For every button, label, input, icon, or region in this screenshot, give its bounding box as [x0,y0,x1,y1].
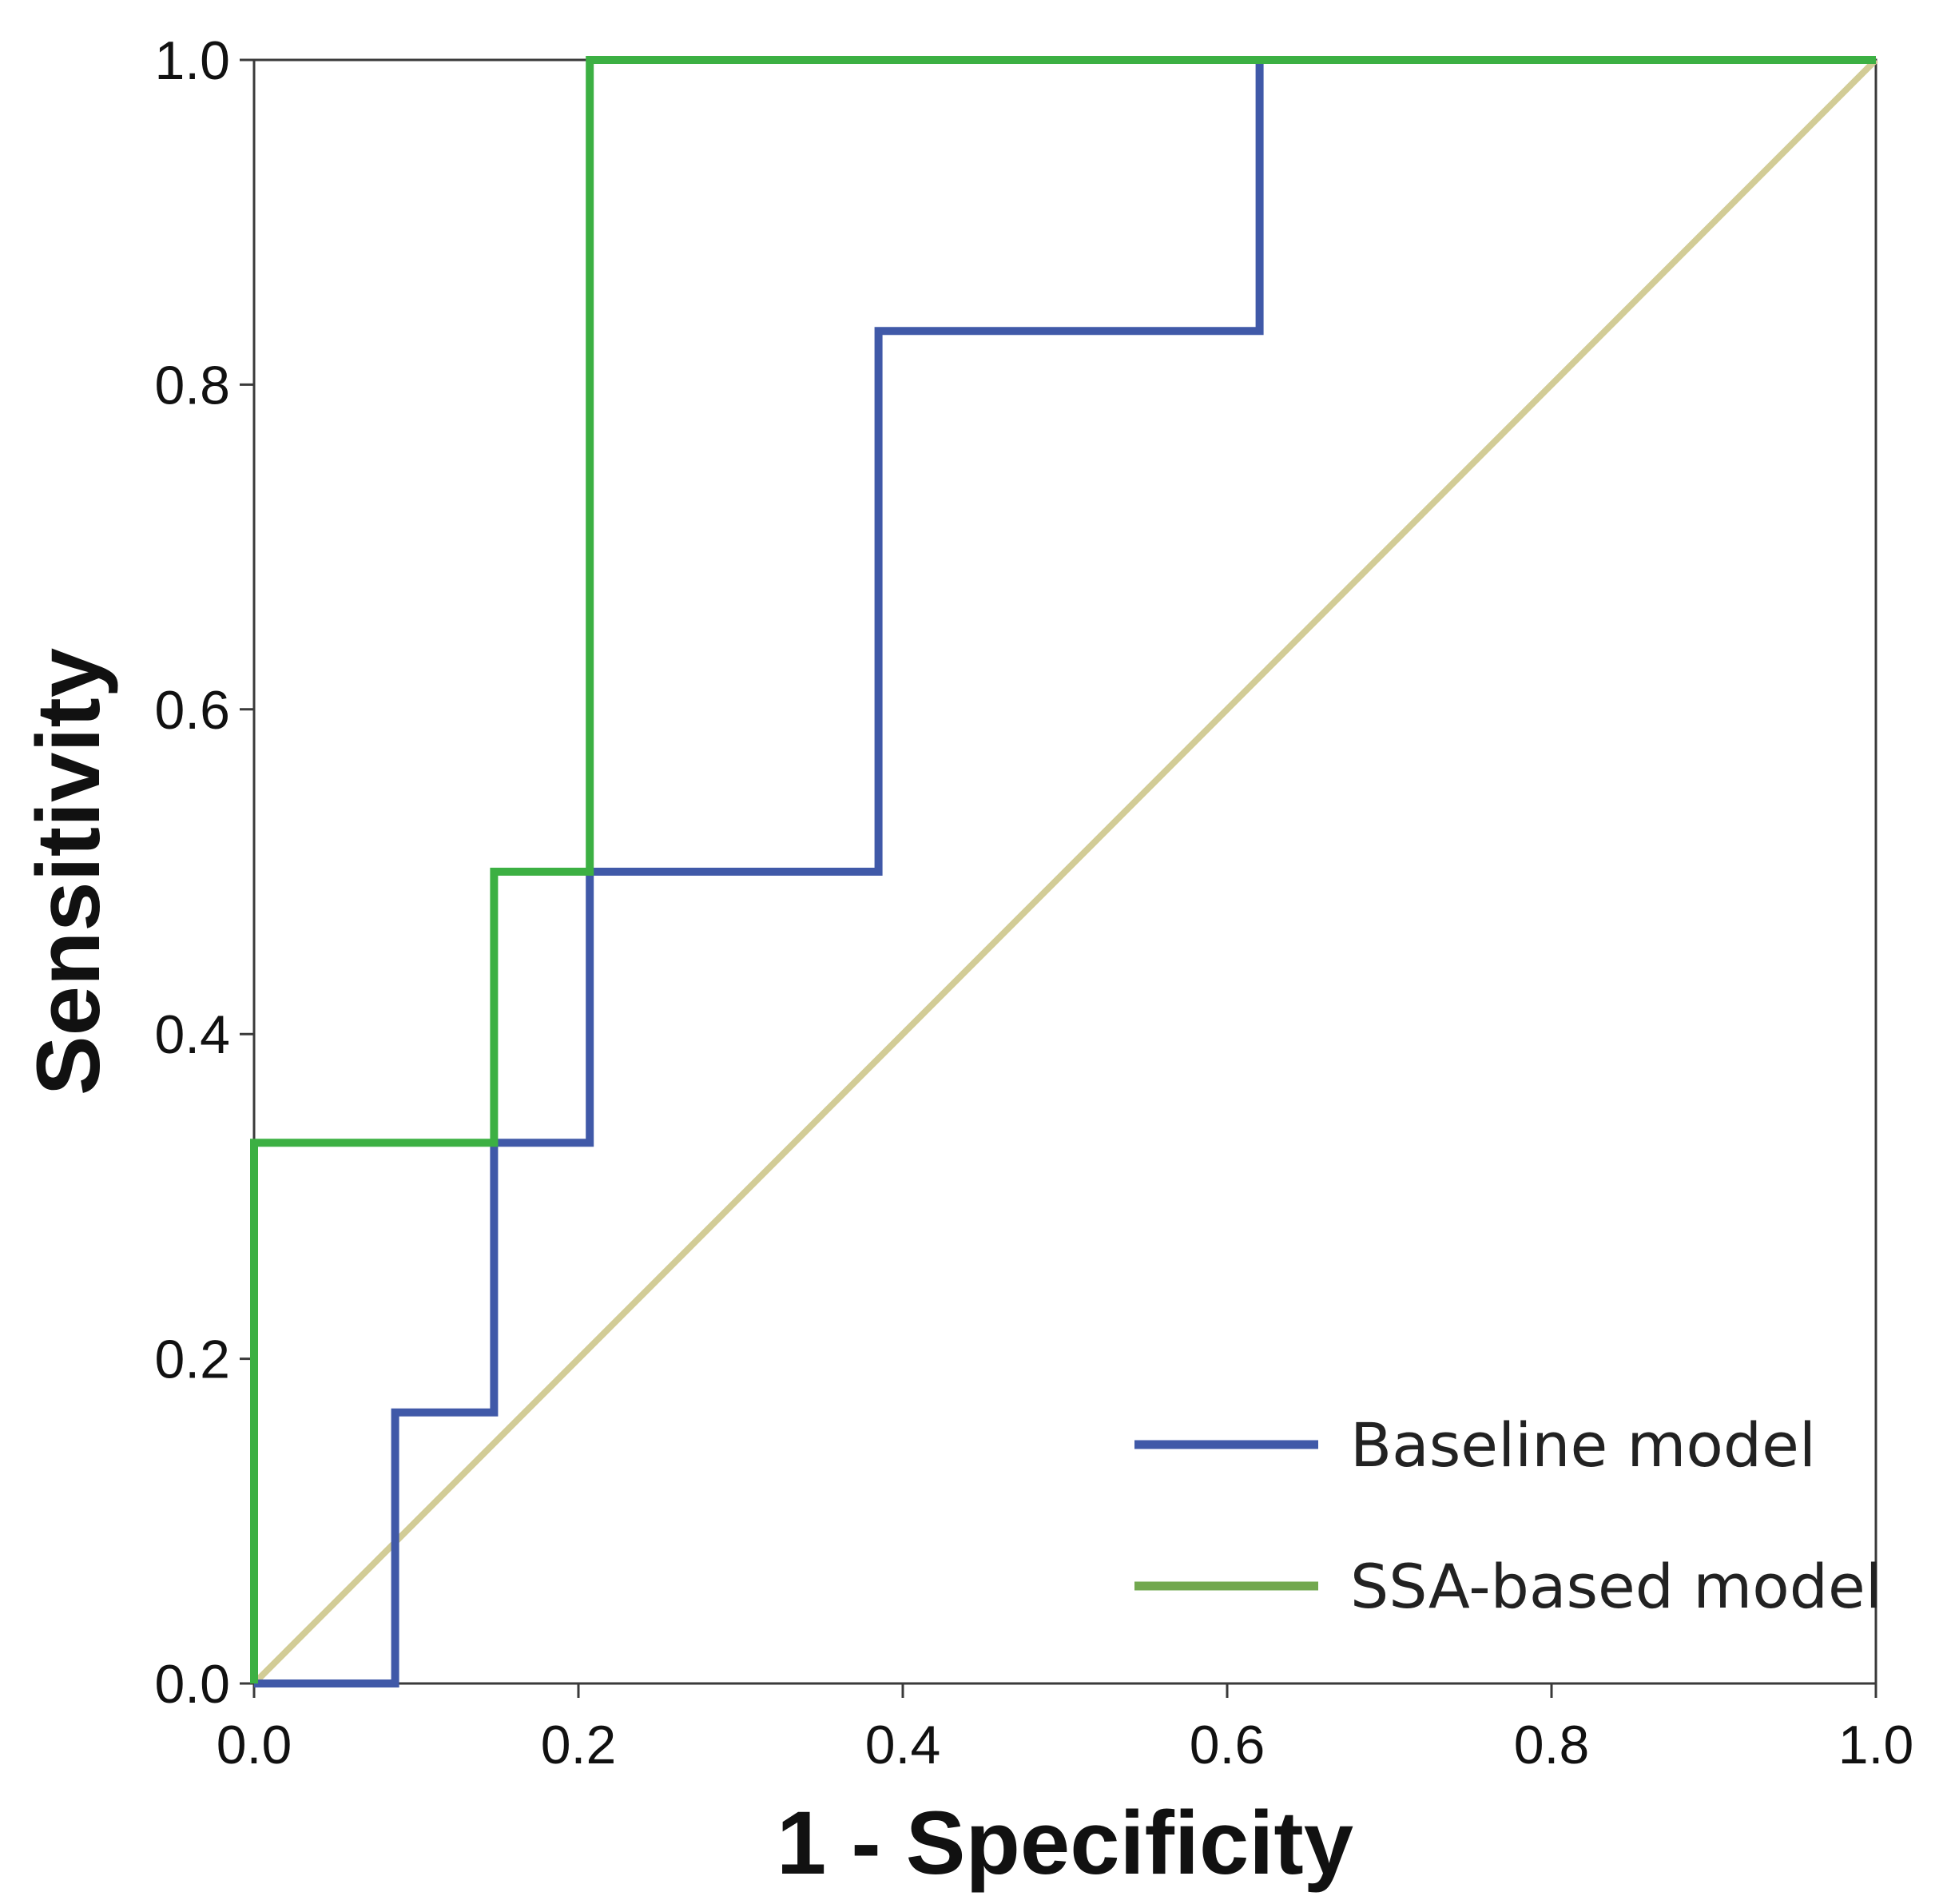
legend: Baseline model SSA-based model [1134,1409,1882,1622]
y-axis-ticks: 0.0 0.2 0.4 0.6 0.8 1.0 [154,30,254,1715]
y-tick-label: 0.4 [154,1004,230,1065]
x-tick-label: 1.0 [1838,1715,1914,1775]
y-tick-label: 0.2 [154,1330,230,1390]
legend-item-baseline-model: Baseline model [1134,1409,1816,1481]
x-tick-label: 0.8 [1514,1715,1590,1775]
y-tick-label: 0.8 [154,355,230,415]
legend-label: Baseline model [1350,1409,1816,1481]
x-axis-ticks: 0.0 0.2 0.4 0.6 0.8 1.0 [217,1683,1914,1775]
y-axis-title: Sensitivity [18,648,118,1095]
y-tick-label: 0.0 [154,1654,230,1715]
reference-diagonal-line [252,58,1878,1686]
baseline-model-line [254,56,1876,1687]
legend-label: SSA-based model [1350,1551,1882,1622]
x-tick-label: 0.0 [217,1715,292,1775]
x-tick-label: 0.2 [541,1715,617,1775]
y-tick-label: 1.0 [154,30,230,91]
legend-item-ssa-based-model: SSA-based model [1134,1551,1882,1622]
series-layer [250,56,1878,1687]
x-axis-title: 1 - Specificity [777,1793,1353,1893]
ssa-based-model-line [250,56,1876,1683]
x-tick-label: 0.6 [1190,1715,1266,1775]
y-tick-label: 0.6 [154,680,230,741]
x-tick-label: 0.4 [865,1715,941,1775]
